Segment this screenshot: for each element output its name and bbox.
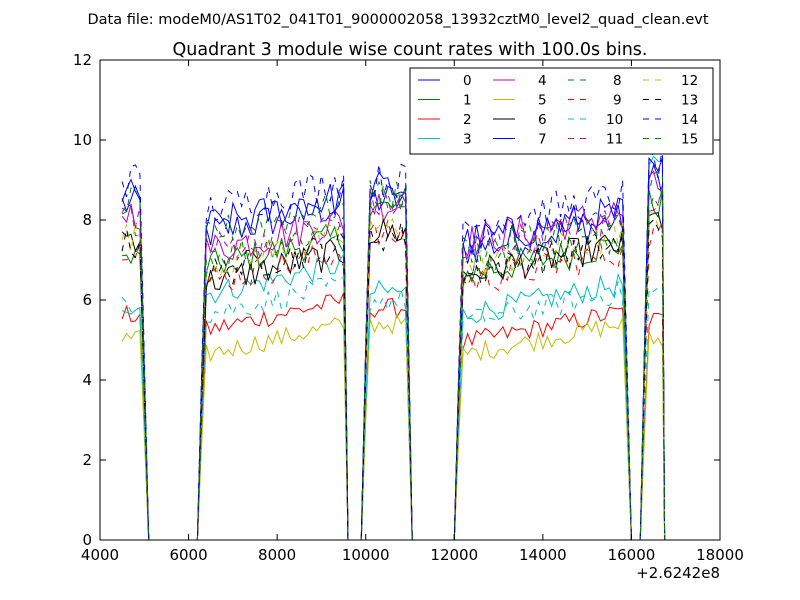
legend-label-13: 13 — [681, 93, 698, 109]
x-tick-label: 10000 — [342, 546, 390, 564]
legend-box — [409, 67, 714, 155]
x-tick-label: 6000 — [169, 546, 207, 564]
legend-label-6: 6 — [538, 112, 547, 128]
series-line-6 — [121, 212, 666, 540]
x-offset-label: +2.6242e8 — [636, 564, 720, 582]
axis-ticks: 4000 6000 8000 10000 12000 14000 16000 18000 0 2 4… — [73, 51, 744, 564]
series-line-8 — [121, 180, 666, 540]
legend-label-9: 9 — [613, 93, 622, 109]
series-line-11 — [121, 183, 666, 540]
legend-label-15: 15 — [681, 132, 698, 148]
x-tick-label: 18000 — [696, 546, 744, 564]
legend-label-10: 10 — [606, 112, 623, 128]
x-tick-label: 8000 — [258, 546, 296, 564]
x-tick-label: 16000 — [608, 546, 656, 564]
series-line-10 — [121, 276, 666, 540]
series-line-13 — [121, 218, 666, 540]
series-line-3 — [121, 155, 666, 540]
y-tick-label: 6 — [82, 291, 92, 309]
data-file-label: Data file: modeM0/AS1T02_041T01_90000020… — [87, 12, 708, 28]
y-tick-label: 2 — [82, 451, 92, 469]
series-layer — [121, 146, 666, 540]
x-tick-label: 12000 — [430, 546, 478, 564]
y-tick-label: 0 — [82, 531, 92, 549]
legend-label-1: 1 — [463, 93, 472, 109]
legend-label-5: 5 — [538, 93, 547, 109]
legend-label-7: 7 — [538, 132, 547, 148]
series-line-5 — [121, 313, 666, 540]
series-line-15 — [121, 171, 666, 540]
legend-label-14: 14 — [681, 112, 698, 128]
legend-label-11: 11 — [606, 132, 623, 148]
series-line-4 — [121, 170, 666, 540]
legend-label-0: 0 — [463, 73, 472, 89]
legend-label-2: 2 — [463, 112, 472, 128]
x-tick-label: 14000 — [519, 546, 567, 564]
y-tick-label: 10 — [73, 131, 92, 149]
legend-label-3: 3 — [463, 132, 472, 148]
legend-label-8: 8 — [613, 73, 622, 89]
y-tick-label: 4 — [82, 371, 92, 389]
legend-label-4: 4 — [538, 73, 547, 89]
y-tick-label: 12 — [73, 51, 92, 69]
x-tick-label: 4000 — [81, 546, 119, 564]
series-line-9 — [122, 218, 666, 540]
chart-title: Quadrant 3 module wise count rates with … — [173, 40, 648, 60]
legend-label-12: 12 — [681, 73, 698, 89]
series-line-1 — [122, 190, 666, 540]
y-tick-label: 8 — [82, 211, 92, 229]
